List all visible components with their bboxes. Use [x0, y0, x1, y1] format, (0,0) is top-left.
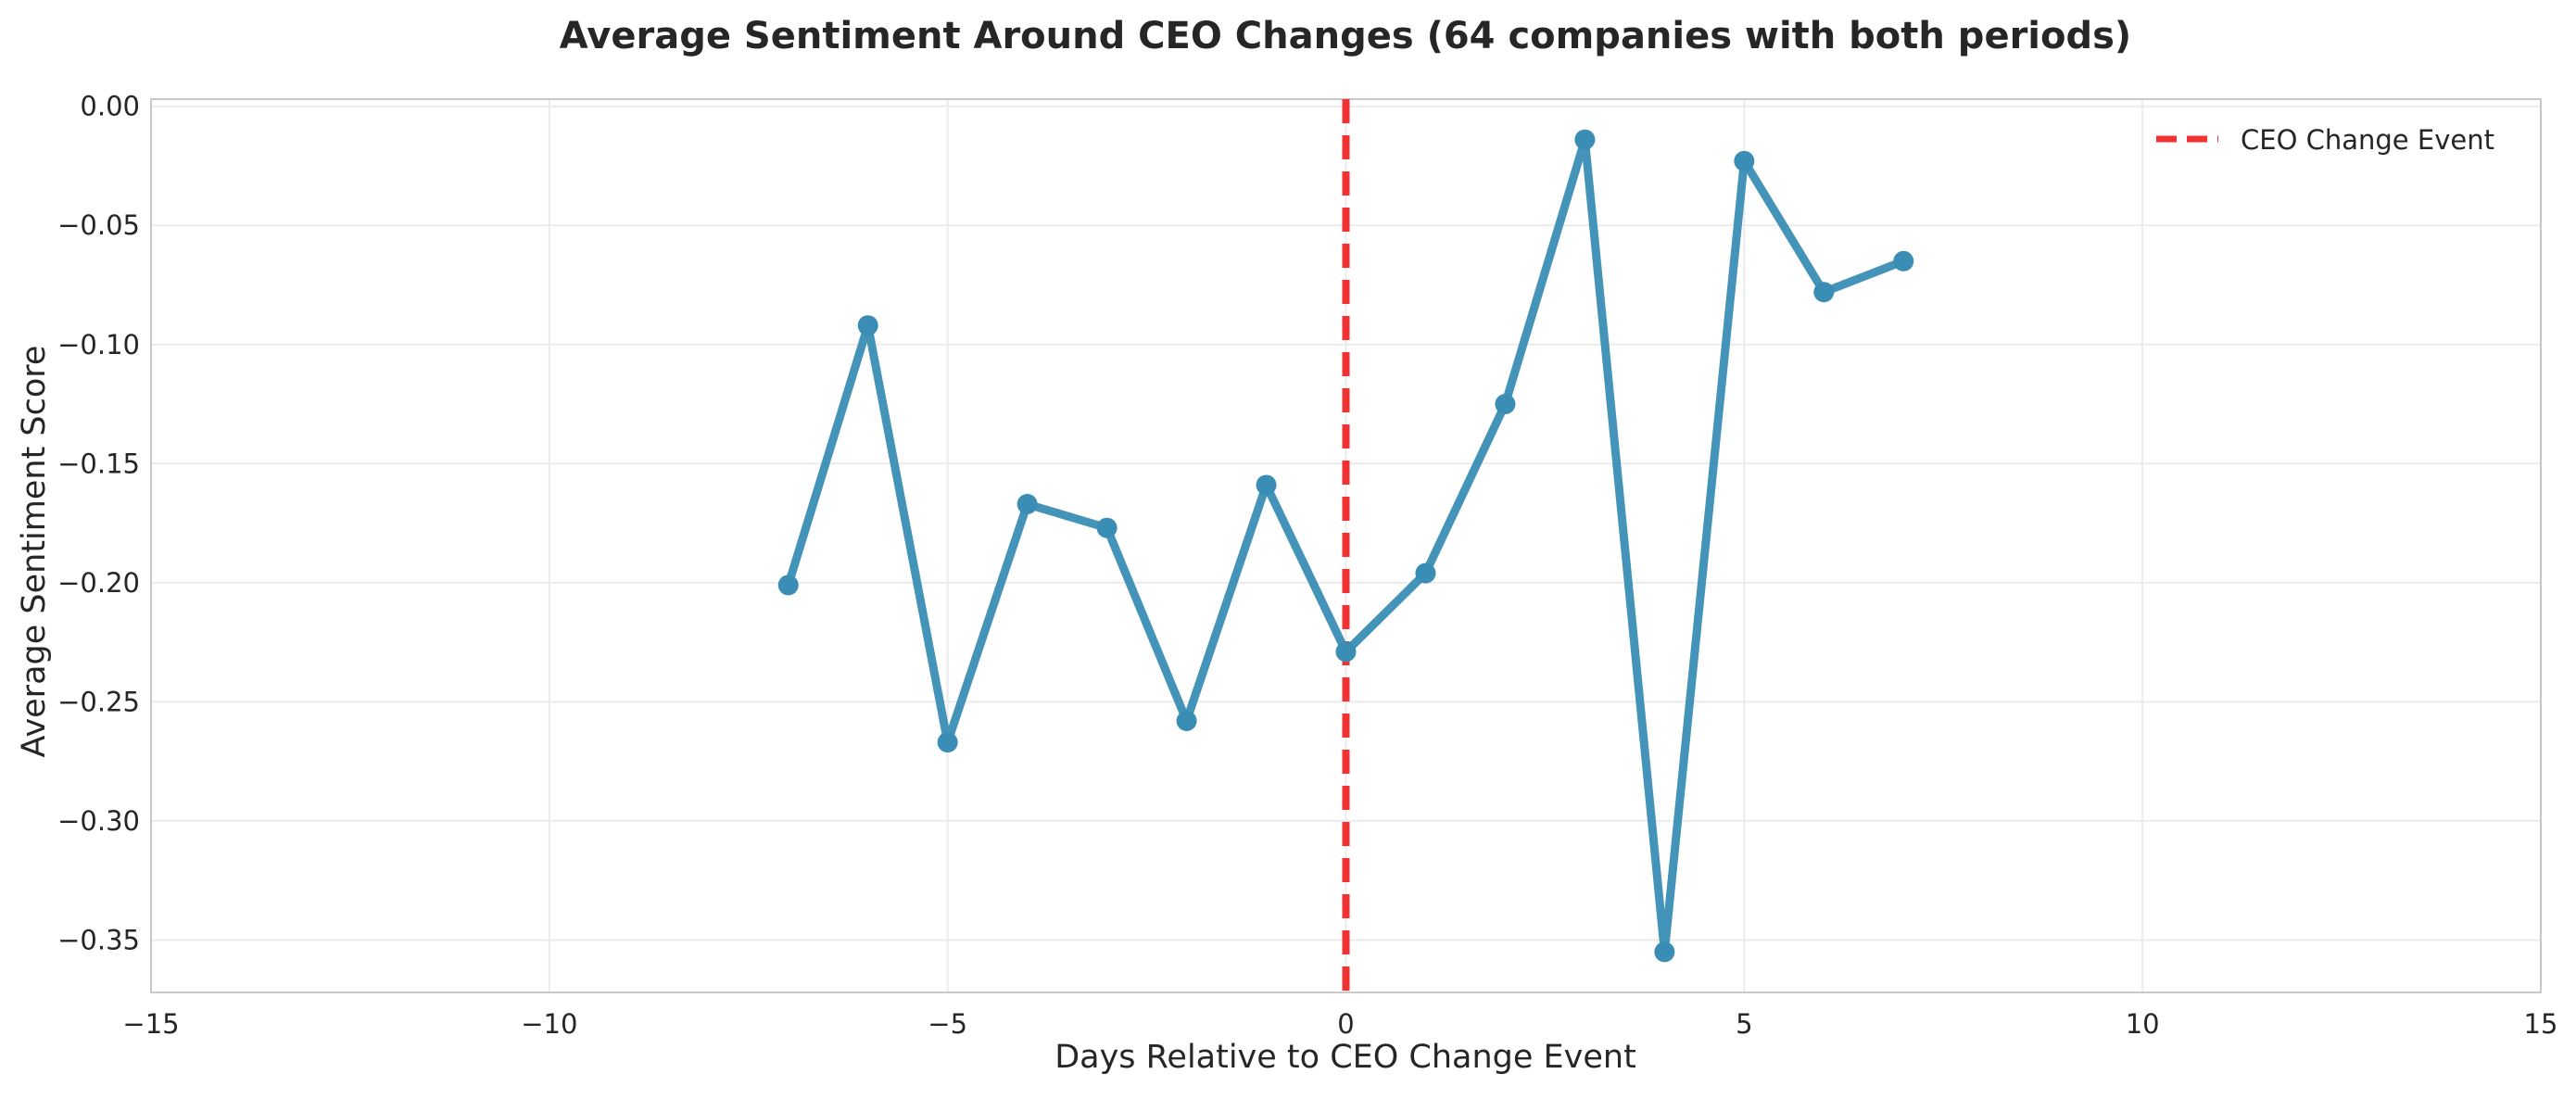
- y-axis-label: Average Sentiment Score: [16, 346, 53, 758]
- data-point: [1335, 641, 1357, 663]
- x-tick-label: −5: [928, 1008, 967, 1040]
- data-point: [1893, 250, 1914, 272]
- x-tick-label: −10: [521, 1008, 577, 1040]
- data-point: [1574, 129, 1596, 150]
- data-point: [857, 315, 878, 336]
- data-point: [1415, 562, 1436, 584]
- series: [777, 129, 1914, 963]
- chart-title: Average Sentiment Around CEO Changes (64…: [560, 15, 2131, 57]
- data-point: [1256, 474, 1277, 496]
- y-tick-label: 0.00: [80, 91, 140, 122]
- data-point: [1495, 394, 1516, 415]
- x-tick-label: 0: [1337, 1008, 1354, 1040]
- y-tick-label: −0.10: [57, 329, 140, 360]
- y-tick-label: −0.15: [57, 448, 140, 479]
- y-tick-label: −0.05: [57, 209, 140, 241]
- data-point: [1813, 282, 1835, 303]
- data-point: [1734, 150, 1755, 171]
- axis-ticks: −15 −10 −5 0 5 10 15 0.00 −0.05 −0.10 −0.15 −0.20 −0…: [57, 91, 2557, 1040]
- data-point: [1176, 710, 1197, 731]
- x-axis-label: Days Relative to CEO Change Event: [1054, 1039, 1636, 1076]
- data-point: [1096, 517, 1118, 538]
- legend: CEO Change Event: [2156, 124, 2494, 156]
- y-tick-label: −0.25: [57, 686, 140, 717]
- y-tick-label: −0.20: [57, 567, 140, 599]
- x-tick-label: 5: [1736, 1008, 1752, 1040]
- data-point: [1654, 941, 1675, 963]
- x-tick-label: 15: [2524, 1008, 2558, 1040]
- grid: [150, 99, 2542, 992]
- y-tick-label: −0.35: [57, 924, 140, 955]
- legend-label-ceo-change-event: CEO Change Event: [2241, 124, 2494, 156]
- data-point: [937, 732, 958, 753]
- data-point: [777, 575, 799, 596]
- y-tick-label: −0.30: [57, 805, 140, 837]
- x-tick-label: −15: [122, 1008, 179, 1040]
- x-tick-label: 10: [2126, 1008, 2160, 1040]
- data-point: [1017, 494, 1038, 515]
